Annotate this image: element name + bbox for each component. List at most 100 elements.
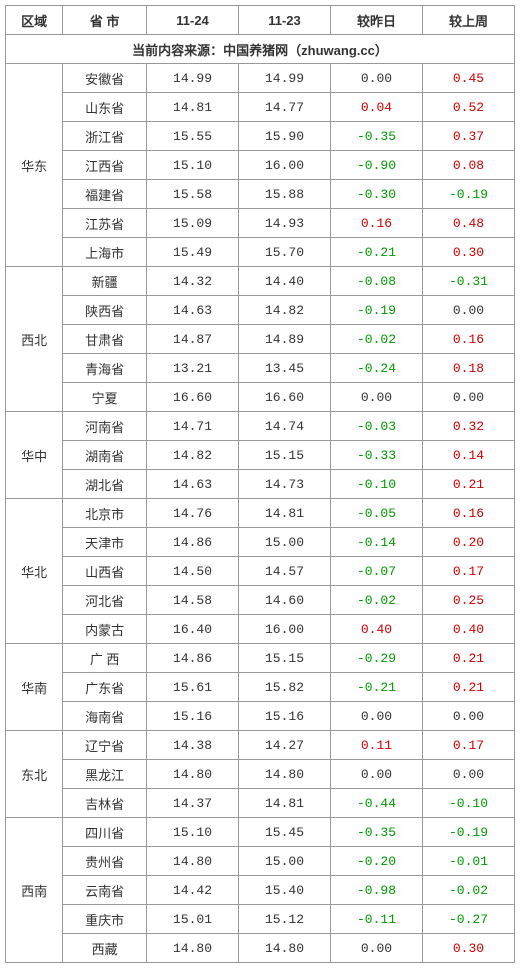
table-row: 湖南省14.8215.15-0.330.14 <box>6 441 515 470</box>
delta-week: 0.45 <box>422 64 514 93</box>
province-cell: 辽宁省 <box>63 731 147 760</box>
province-cell: 江苏省 <box>63 209 147 238</box>
province-cell: 海南省 <box>63 702 147 731</box>
value-1124: 15.10 <box>147 151 239 180</box>
delta-week: 0.20 <box>422 528 514 557</box>
value-1124: 14.76 <box>147 499 239 528</box>
table-row: 宁夏16.6016.600.000.00 <box>6 383 515 412</box>
province-cell: 广东省 <box>63 673 147 702</box>
delta-week: 0.17 <box>422 557 514 586</box>
value-1124: 15.58 <box>147 180 239 209</box>
table-row: 内蒙古16.4016.000.400.40 <box>6 615 515 644</box>
value-1123: 15.88 <box>239 180 331 209</box>
delta-day: -0.90 <box>331 151 423 180</box>
value-1124: 14.32 <box>147 267 239 296</box>
value-1123: 15.82 <box>239 673 331 702</box>
value-1124: 13.21 <box>147 354 239 383</box>
province-cell: 新疆 <box>63 267 147 296</box>
table-row: 吉林省14.3714.81-0.44-0.10 <box>6 789 515 818</box>
value-1123: 15.40 <box>239 876 331 905</box>
table-row: 福建省15.5815.88-0.30-0.19 <box>6 180 515 209</box>
region-cell: 华中 <box>6 412 63 499</box>
value-1124: 15.01 <box>147 905 239 934</box>
value-1124: 16.40 <box>147 615 239 644</box>
table-row: 西南四川省15.1015.45-0.35-0.19 <box>6 818 515 847</box>
delta-week: 0.32 <box>422 412 514 441</box>
delta-day: 0.11 <box>331 731 423 760</box>
value-1123: 15.70 <box>239 238 331 267</box>
province-cell: 重庆市 <box>63 905 147 934</box>
table-row: 湖北省14.6314.73-0.100.21 <box>6 470 515 499</box>
delta-week: 0.30 <box>422 238 514 267</box>
table-header: 区域 省 市 11-24 11-23 较昨日 较上周 <box>6 6 515 35</box>
table-row: 青海省13.2113.45-0.240.18 <box>6 354 515 383</box>
delta-day: -0.35 <box>331 818 423 847</box>
delta-week: 0.00 <box>422 296 514 325</box>
delta-week: -0.19 <box>422 818 514 847</box>
region-cell: 西北 <box>6 267 63 412</box>
value-1124: 14.63 <box>147 296 239 325</box>
delta-day: -0.02 <box>331 586 423 615</box>
table-row: 华南广 西14.8615.15-0.290.21 <box>6 644 515 673</box>
value-1123: 14.73 <box>239 470 331 499</box>
province-cell: 甘肃省 <box>63 325 147 354</box>
delta-day: -0.19 <box>331 296 423 325</box>
value-1123: 15.12 <box>239 905 331 934</box>
region-cell: 华南 <box>6 644 63 731</box>
table-row: 广东省15.6115.82-0.210.21 <box>6 673 515 702</box>
province-cell: 北京市 <box>63 499 147 528</box>
delta-day: 0.16 <box>331 209 423 238</box>
table-row: 上海市15.4915.70-0.210.30 <box>6 238 515 267</box>
province-cell: 内蒙古 <box>63 615 147 644</box>
province-cell: 西藏 <box>63 934 147 963</box>
delta-day: -0.21 <box>331 238 423 267</box>
province-cell: 河南省 <box>63 412 147 441</box>
table-row: 华北北京市14.7614.81-0.050.16 <box>6 499 515 528</box>
header-col3: 较昨日 <box>331 6 423 35</box>
delta-day: -0.20 <box>331 847 423 876</box>
delta-day: -0.10 <box>331 470 423 499</box>
value-1124: 14.99 <box>147 64 239 93</box>
value-1123: 15.15 <box>239 441 331 470</box>
province-cell: 吉林省 <box>63 789 147 818</box>
value-1123: 14.27 <box>239 731 331 760</box>
value-1123: 14.80 <box>239 760 331 789</box>
value-1123: 15.45 <box>239 818 331 847</box>
delta-week: 0.37 <box>422 122 514 151</box>
delta-week: 0.40 <box>422 615 514 644</box>
delta-week: 0.30 <box>422 934 514 963</box>
value-1123: 14.81 <box>239 789 331 818</box>
value-1124: 14.71 <box>147 412 239 441</box>
delta-day: -0.30 <box>331 180 423 209</box>
province-cell: 宁夏 <box>63 383 147 412</box>
delta-week: 0.08 <box>422 151 514 180</box>
value-1123: 14.60 <box>239 586 331 615</box>
delta-day: -0.24 <box>331 354 423 383</box>
table-row: 云南省14.4215.40-0.98-0.02 <box>6 876 515 905</box>
delta-week: 0.00 <box>422 383 514 412</box>
province-cell: 福建省 <box>63 180 147 209</box>
table-row: 天津市14.8615.00-0.140.20 <box>6 528 515 557</box>
header-col1: 11-24 <box>147 6 239 35</box>
table-row: 西北新疆14.3214.40-0.08-0.31 <box>6 267 515 296</box>
value-1123: 15.00 <box>239 528 331 557</box>
province-cell: 云南省 <box>63 876 147 905</box>
delta-week: 0.00 <box>422 702 514 731</box>
province-cell: 广 西 <box>63 644 147 673</box>
value-1124: 14.86 <box>147 528 239 557</box>
value-1124: 14.81 <box>147 93 239 122</box>
province-cell: 四川省 <box>63 818 147 847</box>
delta-day: -0.98 <box>331 876 423 905</box>
delta-day: -0.21 <box>331 673 423 702</box>
value-1124: 14.87 <box>147 325 239 354</box>
value-1124: 14.42 <box>147 876 239 905</box>
province-cell: 山东省 <box>63 93 147 122</box>
region-cell: 华东 <box>6 64 63 267</box>
delta-week: 0.21 <box>422 673 514 702</box>
province-cell: 黑龙江 <box>63 760 147 789</box>
delta-week: -0.19 <box>422 180 514 209</box>
value-1123: 14.57 <box>239 557 331 586</box>
value-1123: 13.45 <box>239 354 331 383</box>
value-1123: 15.15 <box>239 644 331 673</box>
delta-day: -0.05 <box>331 499 423 528</box>
